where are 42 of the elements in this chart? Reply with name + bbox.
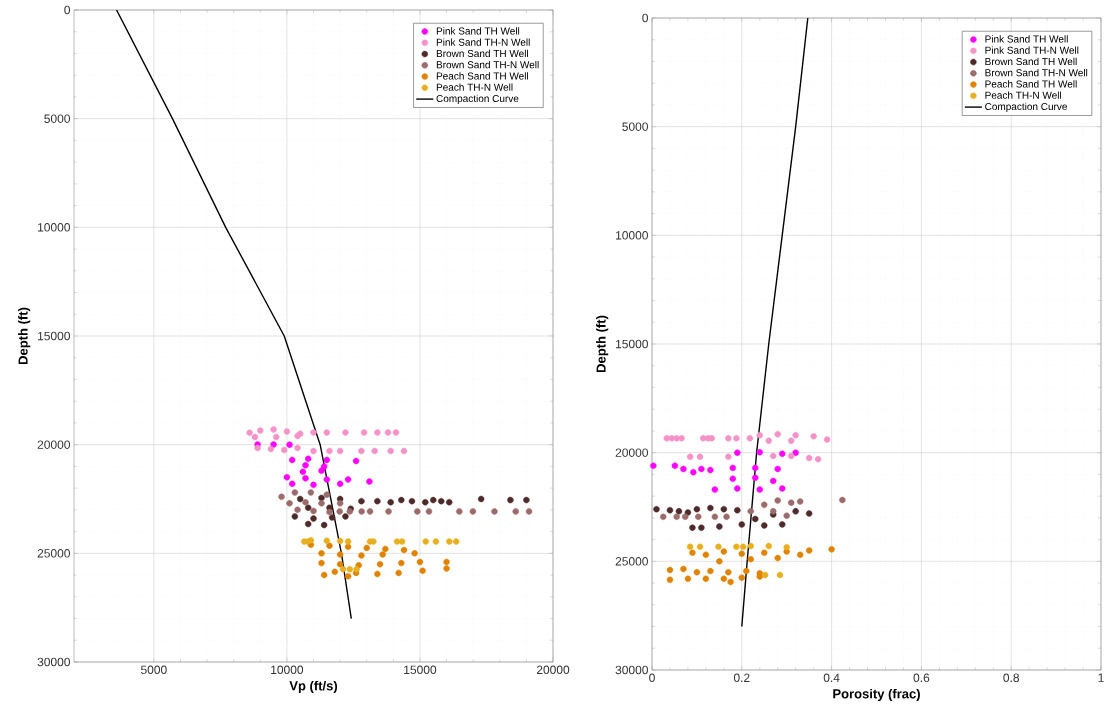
- legend-label: Peach TH-N Well: [985, 91, 1062, 99]
- y-tick-label: 10000: [616, 231, 648, 240]
- x-tick-label: 0.4: [823, 673, 840, 683]
- legend-label: Peach TH-N Well: [436, 83, 513, 91]
- legend-label: Pink Sand TH-N Well: [436, 38, 530, 46]
- y-tick-label: 25000: [37, 549, 70, 558]
- x-axis-title: Porosity (frac): [833, 688, 920, 702]
- y-tick-label: 15000: [616, 339, 648, 349]
- legend-label: Peach Sand TH Well: [985, 80, 1077, 88]
- y-tick-label: 25000: [615, 557, 648, 566]
- legend-label: Peach Sand TH Well: [436, 72, 528, 80]
- y-tick-label: 15000: [38, 331, 70, 341]
- legend-label: Brown Sand TH-N Well: [436, 60, 539, 69]
- y-tick-label: 0: [642, 13, 649, 23]
- y-tick-label: 20000: [615, 448, 648, 457]
- y-tick-label: 0: [64, 5, 71, 15]
- x-tick-label: 0: [649, 673, 655, 683]
- legend-label: Brown Sand TH Well: [985, 57, 1077, 66]
- legend-label: Compaction Curve: [985, 102, 1067, 113]
- x-tick-label: 10000: [271, 665, 304, 675]
- y-tick-label: 30000: [615, 665, 648, 675]
- x-tick-label: 0.2: [733, 673, 750, 683]
- y-tick-label: 30000: [37, 657, 70, 667]
- x-tick-label: 5000: [140, 665, 167, 675]
- legend-label: Pink Sand TH-N Well: [985, 46, 1079, 54]
- y-tick-label: 10000: [38, 223, 70, 232]
- y-axis-title: Depth (ft): [596, 315, 609, 373]
- legend-label: Brown Sand TH Well: [436, 49, 528, 58]
- y-axis-title: Depth (ft): [18, 307, 31, 365]
- x-tick-label: 1: [1098, 673, 1104, 682]
- x-axis-title: Vp (ft/s): [289, 680, 338, 694]
- legend-label: Pink Sand TH Well: [985, 35, 1068, 43]
- x-tick-label: 0.8: [1003, 673, 1020, 683]
- legend-label: Pink Sand TH Well: [436, 27, 520, 35]
- legend-label: Brown Sand TH-N Well: [985, 68, 1088, 77]
- x-tick-label: 15000: [404, 665, 437, 675]
- y-tick-label: 5000: [622, 122, 648, 131]
- legend-label: Compaction Curve: [436, 94, 519, 105]
- y-tick-label: 20000: [37, 440, 70, 449]
- x-tick-label: 0.6: [913, 673, 930, 683]
- y-tick-label: 5000: [44, 114, 71, 123]
- x-tick-label: 20000: [536, 665, 570, 675]
